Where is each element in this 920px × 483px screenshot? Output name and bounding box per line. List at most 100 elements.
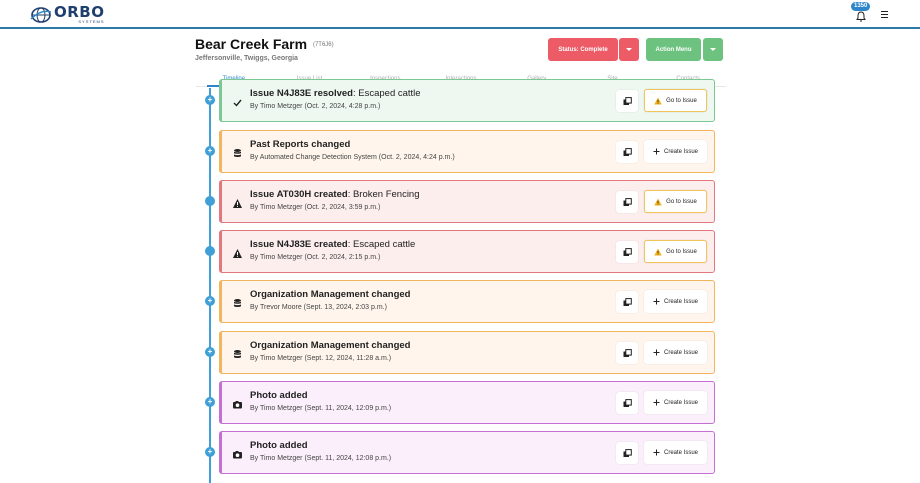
action-label: Go to Issue bbox=[666, 97, 697, 104]
copy-button[interactable] bbox=[616, 392, 638, 414]
action-label: Create Issue bbox=[663, 399, 699, 406]
hamburger-menu-icon[interactable] bbox=[881, 11, 888, 18]
event-title-bold: Organization Management changed bbox=[250, 289, 411, 300]
warning-icon bbox=[654, 97, 662, 105]
timeline-event-card: Issue N4J83E resolved: Escaped cattle By … bbox=[219, 79, 715, 122]
plus-icon bbox=[653, 349, 660, 356]
timeline-plus-dot: + bbox=[205, 347, 215, 357]
copy-button[interactable] bbox=[616, 342, 638, 364]
timeline-event-card: Organization Management changed By Trevor… bbox=[219, 280, 715, 323]
go-to-issue-button[interactable]: Go to Issue bbox=[644, 240, 707, 263]
copy-icon bbox=[623, 147, 632, 157]
copy-button[interactable] bbox=[616, 442, 638, 464]
copy-button[interactable] bbox=[616, 241, 638, 263]
create-issue-button[interactable]: Create Issue bbox=[644, 290, 707, 313]
event-title: Issue AT030H created: Broken Fencing bbox=[250, 189, 420, 200]
action-menu-button[interactable]: Action Menu bbox=[646, 38, 701, 61]
event-title: Organization Management changed bbox=[250, 289, 410, 300]
plus-icon bbox=[653, 399, 660, 406]
event-title: Organization Management changed bbox=[250, 340, 410, 351]
timeline-event-card: Issue N4J83E created: Escaped cattle By T… bbox=[219, 230, 715, 273]
event-title-bold: Issue AT030H created bbox=[250, 189, 348, 200]
timeline-plus-dot: + bbox=[205, 447, 215, 457]
farm-location: Jeffersonville, Twiggs, Georgia bbox=[195, 55, 298, 62]
page-title: Bear Creek Farm (7T6J6) bbox=[195, 36, 725, 52]
farm-name: Bear Creek Farm bbox=[195, 36, 308, 52]
timeline-plus-dot: + bbox=[205, 397, 215, 407]
event-title: Photo added bbox=[250, 440, 308, 451]
copy-button[interactable] bbox=[616, 90, 638, 112]
copy-icon bbox=[623, 96, 632, 106]
copy-icon bbox=[623, 348, 632, 358]
top-navbar: ORBO SYSTEMS 1350 bbox=[0, 0, 920, 29]
go-to-issue-button[interactable]: Go to Issue bbox=[644, 190, 707, 213]
copy-icon bbox=[623, 448, 632, 458]
action-label: Create Issue bbox=[663, 449, 699, 456]
plus-icon bbox=[653, 449, 660, 456]
timeline-plus-dot: + bbox=[205, 95, 215, 105]
event-title: Photo added bbox=[250, 390, 308, 401]
copy-icon bbox=[623, 197, 632, 207]
timeline-line bbox=[209, 88, 211, 483]
globe-icon bbox=[30, 6, 52, 23]
timeline-plus-dot: + bbox=[205, 296, 215, 306]
notification-badge: 1350 bbox=[851, 2, 871, 11]
event-byline: By Trevor Moore (Sept. 13, 2024, 2:03 p.… bbox=[250, 304, 387, 311]
bell-icon[interactable] bbox=[854, 9, 868, 23]
camera-icon bbox=[232, 447, 243, 459]
event-byline: By Timo Metzger (Oct. 2, 2024, 3:59 p.m.… bbox=[250, 204, 381, 211]
create-issue-button[interactable]: Create Issue bbox=[644, 341, 707, 364]
database-icon bbox=[232, 146, 243, 157]
create-issue-button[interactable]: Create Issue bbox=[644, 140, 707, 163]
farm-code: (7T6J6) bbox=[312, 42, 334, 49]
event-title-bold: Organization Management changed bbox=[250, 340, 411, 351]
action-label: Create Issue bbox=[663, 148, 699, 155]
event-title-bold: Photo added bbox=[250, 390, 308, 401]
status-button[interactable]: Status: Complete bbox=[548, 38, 618, 61]
chevron-down-icon bbox=[626, 48, 632, 51]
create-issue-button[interactable]: Create Issue bbox=[644, 441, 707, 464]
timeline-plus-dot: + bbox=[205, 146, 215, 156]
event-title-bold: Past Reports changed bbox=[250, 139, 351, 150]
event-title: Issue N4J83E created: Escaped cattle bbox=[250, 239, 415, 250]
event-title-bold: Issue N4J83E created bbox=[250, 239, 348, 250]
warning-icon bbox=[654, 198, 662, 206]
copy-icon bbox=[623, 398, 632, 408]
event-byline: By Timo Metzger (Sept. 11, 2024, 12:09 p… bbox=[250, 405, 392, 412]
go-to-issue-button[interactable]: Go to Issue bbox=[644, 89, 707, 112]
action-label: Create Issue bbox=[663, 349, 699, 356]
action-menu-dropdown-button[interactable] bbox=[703, 38, 723, 61]
plus-icon bbox=[653, 298, 660, 305]
copy-icon bbox=[623, 297, 632, 307]
timeline-event-card: Photo added By Timo Metzger (Sept. 11, 20… bbox=[219, 431, 715, 474]
check-icon bbox=[232, 95, 243, 107]
farm-header: Bear Creek Farm (7T6J6) Jeffersonville, … bbox=[195, 36, 725, 62]
database-icon bbox=[232, 347, 243, 358]
timeline-dot bbox=[205, 196, 215, 206]
copy-button[interactable] bbox=[616, 191, 638, 213]
timeline-event-card: Organization Management changed By Timo M… bbox=[219, 331, 715, 374]
camera-icon bbox=[232, 397, 243, 409]
event-byline: By Timo Metzger (Oct. 2, 2024, 2:15 p.m.… bbox=[250, 254, 381, 261]
timeline-event-card: Past Reports changed By Automated Change … bbox=[219, 130, 715, 173]
create-issue-button[interactable]: Create Issue bbox=[644, 391, 707, 414]
warning-icon bbox=[232, 196, 243, 208]
logo-subtext: SYSTEMS bbox=[78, 19, 105, 24]
warning-icon bbox=[654, 248, 662, 256]
status-dropdown-button[interactable] bbox=[619, 38, 639, 61]
copy-button[interactable] bbox=[616, 291, 638, 313]
event-title-detail: : Escaped cattle bbox=[347, 239, 416, 250]
event-title-bold: Photo added bbox=[250, 440, 308, 451]
action-label: Go to Issue bbox=[666, 248, 697, 255]
action-label: Create Issue bbox=[663, 298, 699, 305]
event-title: Past Reports changed bbox=[250, 139, 350, 150]
logo-text: ORBO bbox=[54, 3, 105, 21]
event-title-detail: : Broken Fencing bbox=[347, 189, 420, 200]
database-icon bbox=[232, 296, 243, 307]
copy-button[interactable] bbox=[616, 141, 638, 163]
orbo-logo[interactable]: ORBO SYSTEMS bbox=[30, 5, 105, 24]
copy-icon bbox=[623, 247, 632, 257]
warning-icon bbox=[232, 246, 243, 258]
timeline-dot bbox=[205, 246, 215, 256]
event-byline: By Automated Change Detection System (Oc… bbox=[250, 154, 455, 161]
